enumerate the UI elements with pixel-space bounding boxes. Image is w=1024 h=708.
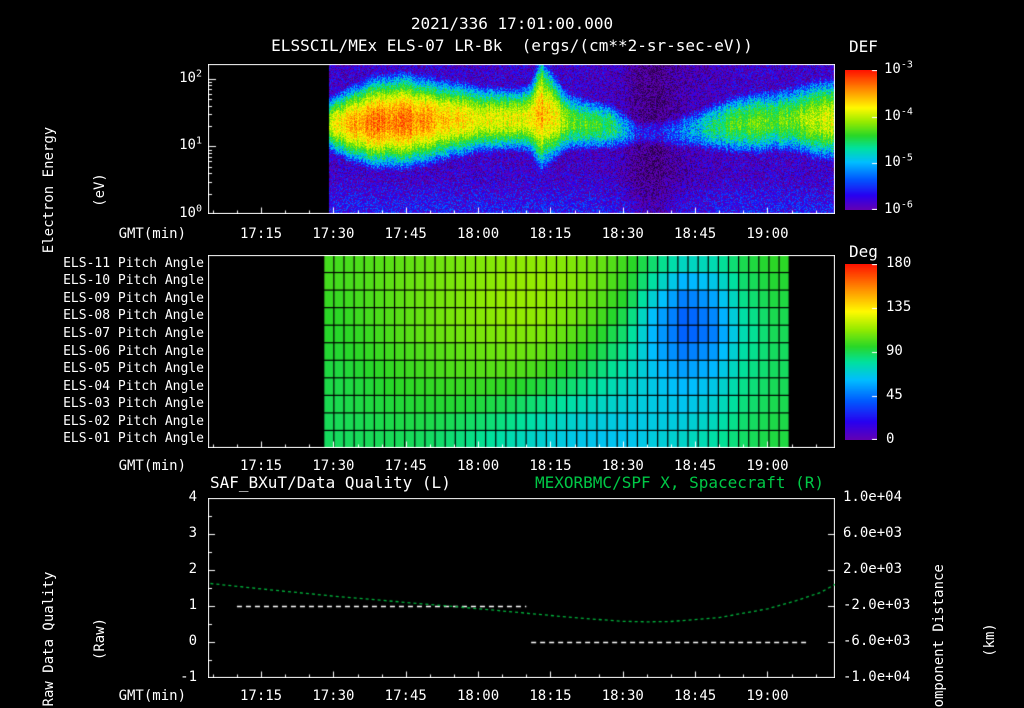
pitch-angle-heatmap-canvas	[208, 255, 835, 448]
distance-tick-label: 6.0e+03	[843, 525, 903, 541]
def-colorbar-title: DEF	[849, 37, 878, 56]
x-tick-label: 19:00	[746, 226, 789, 242]
pitch-row-label: ELS-10 Pitch Angle	[63, 273, 204, 289]
deg-colorbar-tick-label: 45	[886, 387, 903, 403]
pitch-row-label: ELS-08 Pitch Angle	[63, 308, 204, 324]
distance-tick-label: 2.0e+03	[843, 561, 903, 577]
def-colorbar-tick-label: 10-6	[884, 199, 913, 217]
electron-energy-axis-label-line1: Electron Energy	[41, 126, 57, 254]
distance-tick-label: 1.0e+04	[843, 489, 903, 505]
component-distance-axis-label-line2: (km)	[982, 623, 998, 657]
gmt-axis-label: GMT(min)	[118, 458, 186, 474]
x-tick-label: 17:30	[312, 458, 355, 474]
x-tick-label: 17:45	[384, 458, 427, 474]
quality-tick-label: 3	[188, 525, 197, 541]
deg-colorbar-tick-label: 135	[886, 299, 912, 315]
pitch-row-label: ELS-07 Pitch Angle	[63, 325, 204, 341]
x-tick-label: 18:00	[457, 458, 500, 474]
distance-tick-label: -6.0e+03	[843, 633, 911, 649]
quality-tick-label: 0	[188, 633, 197, 649]
raw-data-quality-axis-label-line2: (Raw)	[92, 617, 108, 661]
def-colorbar-tick-label: 10-3	[884, 59, 913, 77]
deg-colorbar	[845, 264, 877, 440]
component-distance-axis-label-line1: Component Distance	[931, 564, 947, 708]
x-tick-label: 18:45	[674, 226, 717, 242]
x-tick-label: 18:15	[529, 226, 572, 242]
x-tick-label: 19:00	[746, 458, 789, 474]
distance-tick-label: -2.0e+03	[843, 597, 911, 613]
x-tick-label: 18:45	[674, 688, 717, 704]
gmt-axis-label: GMT(min)	[118, 688, 186, 704]
deg-colorbar-tick-label: 0	[886, 431, 895, 447]
plot-title: ELSSCIL/MEx ELS-07 LR-Bk (ergs/(cm**2-sr…	[271, 36, 753, 55]
raw-data-quality-axis-label-line1: Raw Data Quality	[41, 571, 57, 707]
electron-spectrogram-canvas	[208, 64, 835, 214]
timestamp-title: 2021/336 17:01:00.000	[410, 14, 614, 33]
pitch-row-label: ELS-11 Pitch Angle	[63, 255, 204, 271]
energy-tick-label: 100	[179, 203, 202, 221]
quality-tick-label: 4	[188, 489, 197, 505]
quality-tick-label: 2	[188, 561, 197, 577]
pitch-row-label: ELS-09 Pitch Angle	[63, 290, 204, 306]
energy-tick-label: 102	[179, 68, 202, 86]
x-tick-label: 18:45	[674, 458, 717, 474]
distance-tick-label: -1.0e+04	[843, 669, 911, 685]
x-tick-label: 18:15	[529, 458, 572, 474]
x-tick-label: 17:15	[239, 226, 283, 242]
pitch-row-label: ELS-06 Pitch Angle	[63, 343, 204, 359]
gmt-axis-label: GMT(min)	[118, 226, 186, 242]
x-tick-label: 17:45	[384, 688, 427, 704]
raw-data-quality-axis-label: Raw Data Quality (Raw)	[7, 529, 143, 708]
def-colorbar-tick-label: 10-5	[884, 152, 913, 171]
pitch-row-label: ELS-02 Pitch Angle	[63, 413, 204, 429]
x-tick-label: 17:15	[239, 688, 283, 704]
distance-series-title: MEXORBMC/SPF X, Spacecraft (R)	[535, 473, 824, 492]
deg-colorbar-tick-label: 180	[886, 255, 912, 271]
deg-colorbar-tick-label: 90	[886, 343, 903, 359]
x-tick-label: 18:30	[601, 458, 644, 474]
quality-tick-label: -1	[180, 669, 197, 685]
x-tick-label: 18:30	[601, 226, 644, 242]
def-colorbar	[845, 70, 877, 210]
pitch-row-label: ELS-03 Pitch Angle	[63, 396, 204, 412]
quality-tick-label: 1	[188, 597, 197, 613]
x-tick-label: 18:00	[457, 226, 500, 242]
x-tick-label: 17:45	[384, 226, 427, 242]
x-tick-label: 17:30	[312, 226, 355, 242]
pitch-row-label: ELS-01 Pitch Angle	[63, 431, 204, 447]
x-tick-label: 18:30	[601, 688, 644, 704]
timeseries-canvas	[208, 498, 835, 678]
deg-colorbar-title: Deg	[849, 242, 878, 261]
pitch-row-label: ELS-04 Pitch Angle	[63, 378, 204, 394]
pitch-row-label: ELS-05 Pitch Angle	[63, 361, 204, 377]
x-tick-label: 17:30	[312, 688, 355, 704]
x-tick-label: 18:15	[529, 688, 572, 704]
def-colorbar-tick-label: 10-4	[884, 106, 913, 124]
x-tick-label: 17:15	[239, 458, 283, 474]
x-tick-label: 19:00	[746, 688, 789, 704]
energy-tick-label: 101	[179, 135, 202, 154]
quality-series-title: SAF_BXuT/Data Quality (L)	[210, 473, 451, 492]
x-tick-label: 18:00	[457, 688, 500, 704]
